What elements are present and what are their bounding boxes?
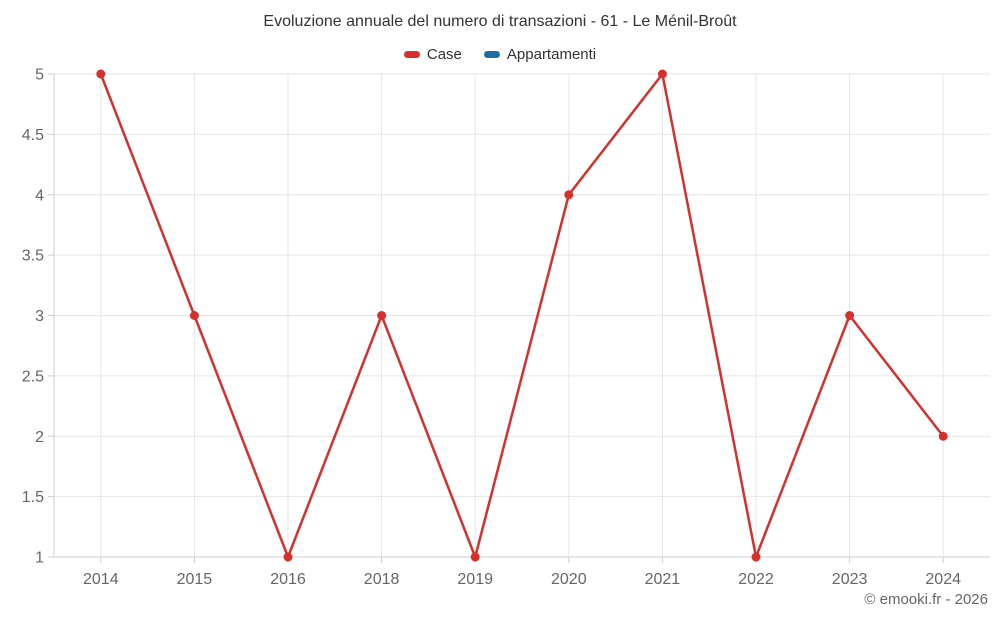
legend-label-appartamenti: Appartamenti — [506, 45, 597, 63]
y-tick-label: 1.5 — [22, 489, 44, 506]
data-point-case[interactable] — [564, 190, 574, 200]
legend: Case Appartamenti — [0, 44, 1000, 64]
credit-link[interactable]: © emooki.fr - 2026 — [864, 591, 988, 608]
y-tick-label: 4 — [35, 187, 44, 204]
y-tick-label: 2 — [35, 429, 44, 446]
x-tick-label: 2022 — [738, 571, 774, 588]
appartamenti-series-marker-icon — [483, 50, 500, 58]
data-point-case[interactable] — [938, 431, 948, 441]
data-point-case[interactable] — [96, 69, 106, 79]
x-tick-label: 2021 — [645, 571, 681, 588]
data-point-case[interactable] — [470, 552, 480, 562]
legend-label-case: Case — [426, 45, 462, 63]
legend-item-case[interactable]: Case — [403, 45, 462, 63]
data-point-case[interactable] — [189, 311, 199, 320]
x-tick-label: 2016 — [270, 571, 306, 588]
data-point-case[interactable] — [845, 311, 855, 320]
y-tick-label: 1 — [35, 550, 44, 567]
x-tick-label: 2014 — [83, 571, 119, 588]
chart-title: Evoluzione annuale del numero di transaz… — [263, 13, 737, 30]
y-tick-label: 5 — [35, 67, 44, 84]
series-line-case — [99, 72, 945, 559]
legend-item-appartamenti[interactable]: Appartamenti — [483, 45, 597, 63]
y-tick-label: 3.5 — [22, 248, 44, 265]
data-point-case[interactable] — [751, 552, 761, 562]
x-tick-label: 2024 — [925, 571, 961, 588]
x-tick-label: 2019 — [457, 571, 493, 588]
x-tick-label: 2020 — [551, 571, 587, 588]
data-point-case[interactable] — [283, 552, 293, 562]
x-tick-label: 2018 — [364, 571, 400, 588]
y-tick-label: 3 — [35, 308, 44, 325]
data-point-case[interactable] — [657, 69, 667, 79]
data-point-case[interactable] — [377, 311, 387, 320]
x-tick-label: 2023 — [832, 571, 868, 588]
y-tick-label: 4.5 — [22, 127, 44, 144]
case-series-marker-icon — [403, 50, 420, 58]
x-tick-label: 2015 — [177, 571, 213, 588]
y-tick-label: 2.5 — [22, 368, 44, 385]
